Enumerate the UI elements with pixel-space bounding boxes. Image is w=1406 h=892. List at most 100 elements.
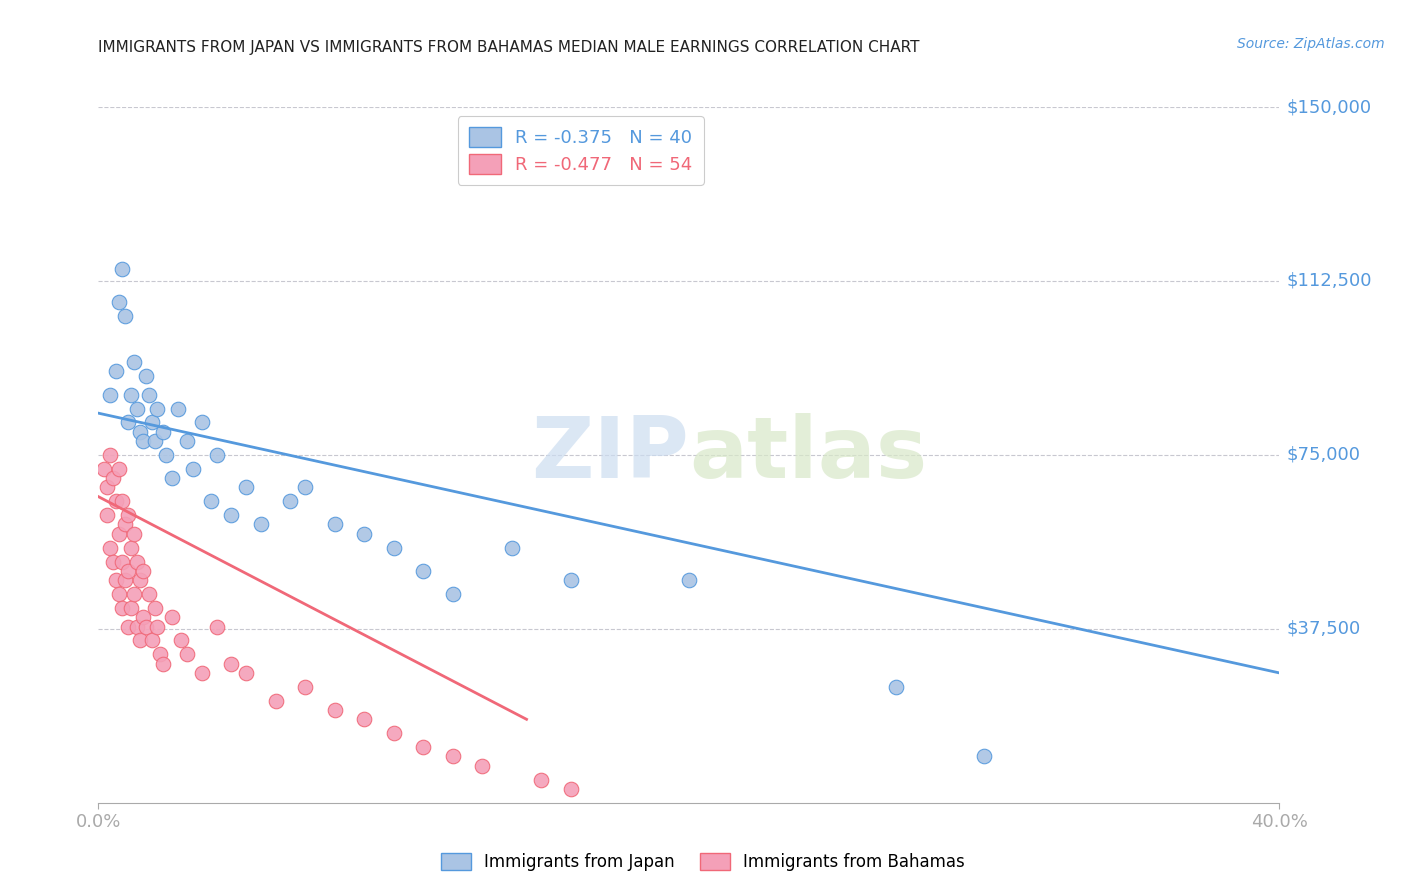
Text: IMMIGRANTS FROM JAPAN VS IMMIGRANTS FROM BAHAMAS MEDIAN MALE EARNINGS CORRELATIO: IMMIGRANTS FROM JAPAN VS IMMIGRANTS FROM… (98, 40, 920, 55)
Point (141, 416, 163, 430)
Point (973, 749, 995, 764)
Point (323, 517, 346, 532)
Point (560, 573, 582, 587)
Point (141, 633, 163, 648)
Point (235, 480, 257, 494)
Point (98, 448, 121, 462)
Point (128, 573, 150, 587)
Point (105, 364, 128, 378)
Point (138, 587, 160, 601)
Point (501, 541, 523, 555)
Point (103, 555, 125, 569)
Point (294, 480, 316, 494)
Point (412, 740, 434, 755)
Point (132, 434, 155, 448)
Point (323, 703, 346, 717)
Point (108, 462, 131, 476)
Point (111, 601, 134, 615)
Point (138, 387, 160, 401)
Point (125, 619, 148, 633)
Point (560, 781, 582, 796)
Point (250, 517, 273, 532)
Point (125, 555, 148, 569)
Text: $150,000: $150,000 (1286, 98, 1372, 116)
Text: atlas: atlas (689, 413, 927, 497)
Point (155, 448, 177, 462)
Point (105, 494, 128, 508)
Point (162, 610, 183, 624)
Point (96, 508, 118, 523)
Point (176, 648, 198, 662)
Point (152, 425, 174, 439)
Point (176, 434, 198, 448)
Point (353, 712, 375, 726)
Point (122, 526, 145, 541)
Point (98, 387, 121, 401)
Point (120, 541, 142, 555)
Point (441, 749, 464, 764)
Point (111, 262, 134, 277)
Text: $37,500: $37,500 (1286, 620, 1361, 638)
Point (122, 355, 145, 369)
Point (117, 508, 139, 523)
Legend: Immigrants from Japan, Immigrants from Bahamas: Immigrants from Japan, Immigrants from B… (433, 845, 973, 880)
Point (128, 633, 150, 648)
Point (382, 541, 405, 555)
Point (181, 462, 204, 476)
Point (219, 508, 242, 523)
Point (125, 401, 148, 416)
Point (382, 726, 405, 740)
Point (471, 758, 494, 772)
Text: $112,500: $112,500 (1286, 272, 1372, 290)
Point (122, 587, 145, 601)
Point (111, 555, 134, 569)
Point (135, 619, 157, 633)
Point (205, 448, 228, 462)
Point (143, 434, 166, 448)
Point (132, 610, 155, 624)
Point (219, 657, 242, 671)
Point (441, 587, 464, 601)
Point (205, 619, 228, 633)
Point (117, 619, 139, 633)
Point (678, 573, 700, 587)
Point (96, 480, 118, 494)
Point (191, 416, 214, 430)
Point (235, 665, 257, 680)
Point (120, 387, 142, 401)
Point (111, 494, 134, 508)
Point (294, 680, 316, 694)
Point (114, 573, 136, 587)
Point (146, 619, 169, 633)
Point (128, 425, 150, 439)
Point (117, 416, 139, 430)
Point (200, 494, 222, 508)
Point (191, 665, 214, 680)
Legend: R = -0.375   N = 40, R = -0.477   N = 54: R = -0.375 N = 40, R = -0.477 N = 54 (458, 116, 703, 185)
Text: $75,000: $75,000 (1286, 446, 1361, 464)
Point (170, 633, 193, 648)
Point (146, 401, 169, 416)
Point (149, 648, 172, 662)
Point (167, 401, 190, 416)
Point (162, 471, 183, 485)
Point (530, 772, 553, 787)
Text: Source: ZipAtlas.com: Source: ZipAtlas.com (1237, 37, 1385, 52)
Point (103, 471, 125, 485)
Point (135, 369, 157, 384)
Point (152, 657, 174, 671)
Point (278, 494, 302, 508)
Point (132, 564, 155, 578)
Point (264, 694, 287, 708)
Point (98, 541, 121, 555)
Point (143, 601, 166, 615)
Point (108, 587, 131, 601)
Point (114, 309, 136, 323)
Point (412, 564, 434, 578)
Point (884, 680, 907, 694)
Point (105, 573, 128, 587)
Point (117, 564, 139, 578)
Point (120, 601, 142, 615)
Point (93, 462, 115, 476)
Point (353, 526, 375, 541)
